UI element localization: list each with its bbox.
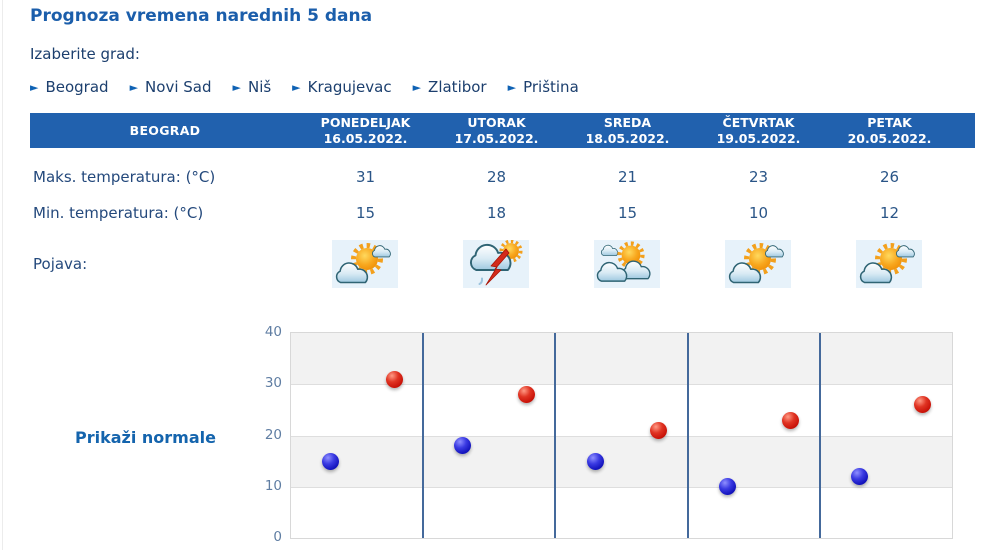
chart-band [291,435,952,487]
city-link-pristina[interactable]: ► Priština [508,78,579,96]
day-name: ČETVRTAK [722,114,795,130]
day-header: PONEDELJAK 16.05.2022. [300,113,431,148]
day-date: 17.05.2022. [454,130,539,146]
max-temp-value: 31 [355,168,376,186]
max-temp-point [914,396,932,414]
min-temp-point [322,452,340,470]
arrow-right-icon: ► [412,80,422,94]
city-link-zlatibor[interactable]: ► Zlatibor [413,78,487,96]
max-temp-point [782,411,800,429]
city-link-label: Novi Sad [145,78,212,96]
chart-band [291,384,952,435]
city-link-beograd[interactable]: ► Beograd [30,78,109,96]
day-name: SREDA [603,114,652,130]
min-temp-point [718,478,736,496]
city-link-novi-sad[interactable]: ► Novi Sad [130,78,212,96]
arrow-right-icon: ► [507,80,517,94]
min-temp-point [454,437,472,455]
min-temp-point [586,452,604,470]
weather-icon-partly-cloudy [332,240,398,288]
page-left-rule [2,0,3,550]
arrow-right-icon: ► [292,80,301,94]
selected-city-header: BEOGRAD [129,123,201,138]
min-temperature-row-label: Min. temperatura: (°C) [33,204,204,222]
max-temperature-row-label: Maks. temperatura: (°C) [33,168,216,186]
min-temp-value: 18 [486,204,507,222]
max-temp-point [650,421,668,439]
city-link-kragujevac[interactable]: ► Kragujevac [292,78,391,96]
page-title: Prognoza vremena narednih 5 dana [30,6,373,26]
min-temp-value: 15 [355,204,376,222]
chart-day-separator [818,333,821,538]
city-link-label: Beograd [45,78,109,96]
arrow-right-icon: ► [232,80,241,94]
max-temp-value: 26 [879,168,900,186]
weather-symbol-row-label: Pojava: [33,255,88,273]
day-date: 19.05.2022. [716,130,801,146]
day-header: UTORAK 17.05.2022. [431,113,562,148]
min-temp-point [850,468,868,485]
city-link-label: Priština [523,78,579,96]
show-normals-button[interactable]: Prikaži normale [75,428,216,447]
chart-plot-area [290,332,953,539]
chart-day-separator [686,333,689,538]
city-link-nis[interactable]: ► Niš [233,78,272,96]
arrow-right-icon: ► [129,80,139,94]
max-temp-value: 21 [617,168,638,186]
chart-day-separator [554,333,557,538]
max-temp-value: 23 [748,168,769,186]
max-temp-value: 28 [486,168,507,186]
y-axis-tick-label: 0 [273,529,282,545]
choose-city-label: Izaberite grad: [30,45,140,63]
day-header: ČETVRTAK 19.05.2022. [693,113,824,148]
chart-band [291,487,952,538]
day-name: PETAK [867,114,912,130]
day-header: PETAK 20.05.2022. [824,113,955,148]
day-header: SREDA 18.05.2022. [562,113,693,148]
city-link-label: Niš [247,78,272,96]
min-temp-value: 12 [879,204,900,222]
weather-icon-partly-cloudy [856,240,922,288]
max-temp-point [385,370,403,388]
day-date: 20.05.2022. [847,130,932,146]
weather-icon-thunderstorm [463,239,529,288]
day-date: 18.05.2022. [585,130,670,146]
day-name: UTORAK [467,114,526,130]
min-temp-value: 10 [748,204,769,222]
forecast-table-header: BEOGRAD PONEDELJAK 16.05.2022. UTORAK 17.0… [30,113,975,148]
weather-icon-mostly-cloudy [594,240,660,288]
city-link-label: Kragujevac [307,78,392,96]
day-name: PONEDELJAK [320,114,411,130]
chart-gridline [291,384,952,386]
y-axis-tick-label: 10 [264,478,282,494]
city-link-label: Zlatibor [428,78,487,96]
y-axis-tick-label: 30 [264,375,282,391]
chart-day-separator [422,333,425,538]
weather-icon-partly-cloudy [725,240,791,288]
arrow-right-icon: ► [30,80,39,94]
city-links: ► Beograd ► Novi Sad ► Niš ► Kragujevac ► Zla… [30,78,579,96]
chart-gridline [291,486,952,488]
day-date: 16.05.2022. [323,130,408,146]
y-axis-tick-label: 40 [264,324,282,340]
y-axis-tick-label: 20 [264,427,282,443]
min-temp-value: 15 [617,204,638,222]
max-temp-point [517,386,535,403]
chart-gridline [291,435,952,437]
